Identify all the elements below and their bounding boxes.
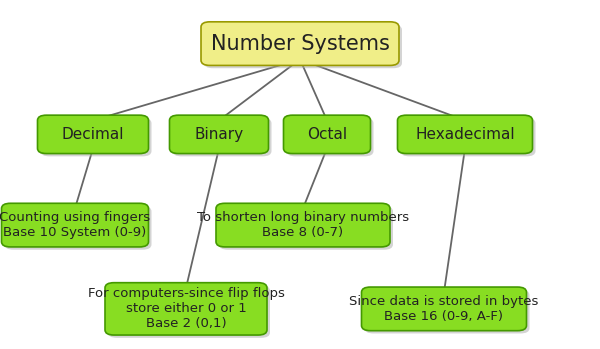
FancyBboxPatch shape — [287, 118, 374, 156]
FancyBboxPatch shape — [401, 118, 536, 156]
FancyBboxPatch shape — [216, 203, 390, 247]
FancyBboxPatch shape — [173, 118, 271, 156]
Text: Counting using fingers
Base 10 System (0-9): Counting using fingers Base 10 System (0… — [0, 211, 151, 239]
Text: For computers-since flip flops
store either 0 or 1
Base 2 (0,1): For computers-since flip flops store eit… — [88, 287, 284, 331]
Text: Decimal: Decimal — [62, 127, 124, 142]
Text: Octal: Octal — [307, 127, 347, 142]
FancyBboxPatch shape — [398, 115, 533, 154]
FancyBboxPatch shape — [105, 283, 267, 335]
FancyBboxPatch shape — [219, 206, 393, 250]
FancyBboxPatch shape — [5, 206, 151, 250]
Text: Since data is stored in bytes
Base 16 (0-9, A-F): Since data is stored in bytes Base 16 (0… — [349, 295, 539, 323]
FancyBboxPatch shape — [108, 285, 270, 338]
Text: To shorten long binary numbers
Base 8 (0-7): To shorten long binary numbers Base 8 (0… — [197, 211, 409, 239]
FancyBboxPatch shape — [2, 203, 149, 247]
FancyBboxPatch shape — [284, 115, 371, 154]
Text: Number Systems: Number Systems — [211, 34, 389, 54]
FancyBboxPatch shape — [201, 22, 399, 66]
FancyBboxPatch shape — [169, 115, 269, 154]
Text: Hexadecimal: Hexadecimal — [415, 127, 515, 142]
FancyBboxPatch shape — [41, 118, 151, 156]
FancyBboxPatch shape — [364, 290, 530, 334]
FancyBboxPatch shape — [361, 287, 527, 331]
FancyBboxPatch shape — [204, 25, 402, 68]
FancyBboxPatch shape — [37, 115, 149, 154]
Text: Binary: Binary — [194, 127, 244, 142]
